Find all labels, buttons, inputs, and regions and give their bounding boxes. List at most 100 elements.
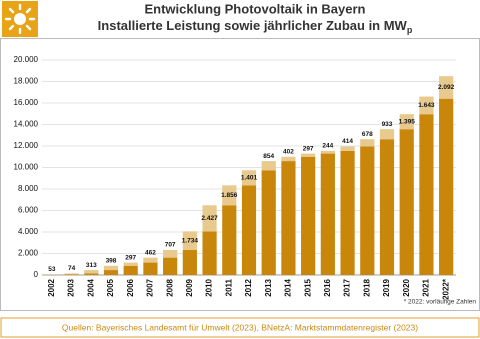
bar-segment [202,205,217,232]
value-label: 1.401 [241,175,258,182]
bar-segment [261,170,276,275]
value-label: 414 [342,138,353,145]
value-label: 313 [86,262,97,269]
value-label: 933 [382,121,393,128]
x-tick-label: 2013 [264,278,273,296]
bar-segment [123,265,138,275]
y-tick-label: 0 [34,270,39,279]
x-tick-label: 2019 [382,278,391,296]
logo [2,1,38,37]
bar-segment [379,139,395,275]
value-label: 297 [125,254,136,261]
y-tick-label: 12.000 [14,141,39,150]
value-label: 2.092 [438,84,455,91]
value-label: 1.734 [182,237,199,244]
bar-segment [340,150,355,275]
bar-segment [241,185,257,275]
value-label: 678 [362,131,373,138]
bar-segment [281,161,296,275]
bar-segment [64,274,79,275]
value-label: 297 [303,145,314,152]
bar-segment [399,114,414,130]
x-tick-label: 2006 [126,278,135,296]
bar-segment [320,150,335,154]
value-label: 398 [106,257,117,264]
x-tick-label: 2018 [362,278,371,296]
logo-sun [14,13,26,25]
y-tick-label: 4.000 [18,227,39,236]
x-tick-label: 2016 [323,278,332,296]
bar-segment [439,76,454,99]
bar-segment [301,153,316,157]
bar-segment [360,139,375,147]
x-tick-label: 2004 [86,278,95,296]
value-label: 1.395 [399,118,416,125]
bar-segment [103,265,119,271]
value-label: 1.643 [418,102,435,109]
value-label: 462 [145,249,156,256]
bar-segment [340,146,355,151]
source: Quellen: Bayerisches Landesamt für Umwel… [62,322,418,332]
value-label: 244 [322,143,333,150]
y-tick-label: 6.000 [18,206,39,215]
x-tick-label: 2008 [165,278,174,296]
y-tick-label: 10.000 [14,163,39,172]
logo-rays [4,3,36,35]
value-label: 74 [68,265,76,272]
x-tick-label: 2002 [47,278,56,296]
bar-segment [419,114,434,275]
y-tick-label: 18.000 [14,77,39,86]
bar-segment [103,270,119,275]
y-tick-label: 14.000 [14,120,39,129]
bar-segment [44,274,59,275]
bar-segment [261,161,276,171]
y-tick-label: 20.000 [14,55,39,64]
bar-segment [163,257,178,275]
x-tick-label: 2014 [284,278,293,296]
x-tick-label: 2021 [422,278,431,296]
x-tick-label: 2011 [224,278,233,296]
bar-segment [419,96,434,115]
bar-segment [399,129,414,275]
y-tick-label: 2.000 [18,249,39,258]
chart-subtitle: Installierte Leistung sowie jährlicher Z… [98,18,413,35]
x-tick-label: 2010 [205,278,214,296]
x-tick-label: 2003 [67,278,76,296]
value-label: 707 [165,242,176,249]
bar-segment [222,185,237,206]
bar-segment [281,156,296,162]
x-tick-label: 2005 [106,278,115,296]
bar-segment [202,231,217,275]
x-tick-label: 2007 [146,278,155,296]
value-label: 854 [263,153,274,160]
value-label: 1.856 [221,192,238,199]
bar-segment [143,262,158,275]
subtitle-subscript: p [407,25,413,35]
x-tick-label: 2012 [244,278,253,296]
bar-segment [182,250,197,275]
subtitle-text: Installierte Leistung sowie jährlicher Z… [98,18,408,33]
x-tick-label: 2020 [402,278,411,296]
bar-segment [320,153,335,275]
x-tick-label: 2015 [303,278,312,296]
bar-segment [84,273,99,275]
bar-segment [360,146,375,275]
footnote: * 2022: vorläufige Zahlen [404,299,477,306]
x-tick-label: 2017 [343,278,352,296]
bar-segment [182,231,197,251]
source-box [0,317,480,338]
bar-segment [301,156,316,275]
bar-segment [241,170,257,186]
bar-segment [379,129,395,140]
bar-segment [163,250,178,258]
y-tick-label: 16.000 [14,98,39,107]
value-label: 2.427 [201,215,218,222]
bar-segment [439,98,454,275]
bar-segment [123,262,138,266]
y-tick-label: 8.000 [18,184,39,193]
x-tick-label: 2009 [185,278,194,296]
bar-segment [222,205,237,275]
value-label: 402 [283,148,294,155]
bar-segment [64,273,79,275]
